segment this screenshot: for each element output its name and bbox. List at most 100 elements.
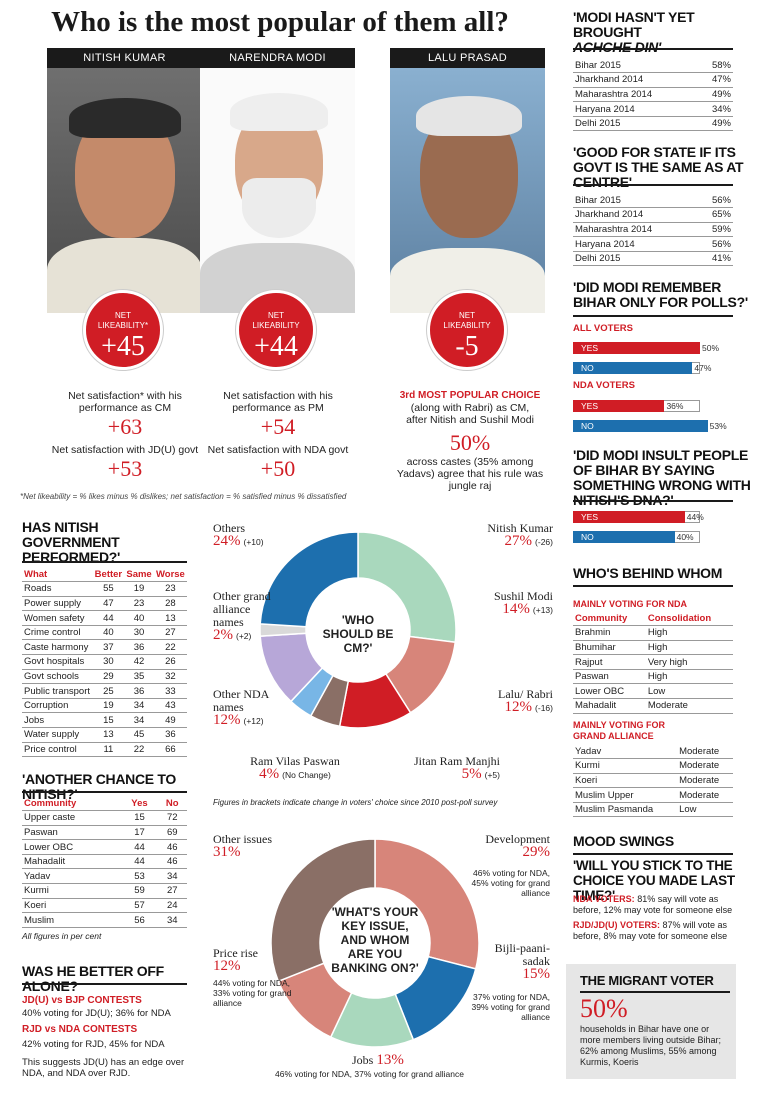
bar-fill: NO	[573, 420, 708, 432]
bar-value: 50%	[702, 343, 720, 353]
table-row: Jobs 15 34 49	[22, 712, 187, 729]
table-cell: 34	[157, 912, 187, 928]
table-row: Maharashtra 2014 59%	[573, 222, 733, 238]
slice-development	[374, 838, 480, 970]
table-header: Community	[22, 796, 122, 812]
issue-label-bijli: Bijli-paani-sadak 15%	[494, 941, 550, 982]
table-cell: 65%	[697, 207, 733, 223]
table-row: Delhi 2015 49%	[573, 116, 733, 132]
table-row: Muslim 56 34	[22, 912, 187, 928]
cm-note: Figures in brackets indicate change in v…	[213, 798, 498, 807]
table-cell: Water supply	[22, 727, 93, 743]
leader-card-lalu: LALU PRASAD	[390, 48, 545, 420]
table-cell: 57	[121, 898, 158, 914]
table-header: Same	[124, 567, 154, 583]
table-cell: Jharkhand 2014	[573, 207, 698, 223]
table-cell: 49%	[697, 116, 733, 132]
mood-title: MOOD SWINGS	[573, 833, 674, 849]
nda-voters-bar-no: NO 53%	[573, 420, 733, 432]
table-cell: 44	[92, 610, 125, 626]
table-cell: High	[645, 625, 733, 641]
table-cell: 25	[92, 683, 125, 699]
issue-donut-title: 'WHAT'S YOUR KEY ISSUE, AND WHOM ARE YOU…	[331, 905, 419, 975]
cm-donut-chart	[259, 531, 457, 729]
bar-value: 40%	[676, 532, 694, 542]
cm-label-others: Others 24% (+10)	[213, 521, 264, 549]
achche-title: 'MODI HASN'T YET BROUGHT ACHCHE DIN'	[573, 9, 695, 55]
all-voters-label: ALL VOTERS	[573, 323, 633, 334]
jdu-vs-bjp-label: JD(U) vs BJP CONTESTS	[22, 995, 142, 1006]
table-row: Brahmin High	[573, 625, 733, 641]
bar-value: 47%	[694, 363, 712, 373]
leader-card-modi: NARENDRA MODI	[200, 48, 355, 420]
table-cell: 30	[92, 654, 125, 670]
migrant-title: THE MIGRANT VOTER	[580, 973, 714, 988]
mood-rjd: RJD/JD(U) VOTERS: 87% will vote as befor…	[573, 920, 728, 941]
table-cell: 56	[121, 912, 158, 928]
table-header: No	[157, 796, 187, 812]
leader-name: NITISH KUMAR	[47, 48, 202, 68]
table-cell: 34%	[697, 101, 733, 117]
table-cell: 15	[92, 712, 125, 729]
table-row: Yadav Moderate	[573, 744, 733, 760]
table-row: Caste harmony 37 36 22	[22, 639, 187, 656]
table-cell: 46	[157, 854, 187, 870]
table-cell: 42	[124, 654, 154, 670]
table-cell: Kurmi	[573, 758, 678, 774]
table-cell: Jobs	[22, 712, 93, 729]
table-cell: Delhi 2015	[573, 116, 698, 132]
issue-label-jobs: Jobs 13%	[352, 1052, 404, 1068]
table-cell: High	[645, 669, 733, 685]
table-row: Paswan 17 69	[22, 825, 187, 841]
likeability-badge-nitish: NET LIKEABILITY* +45	[83, 290, 163, 370]
table-cell: 46	[157, 839, 187, 855]
table-cell: 22	[124, 742, 154, 758]
table-cell: Low	[677, 802, 733, 818]
table-cell: 37	[92, 639, 125, 656]
cm-label-other-ga: Other grand alliance names 2% (+2)	[213, 589, 271, 643]
table-cell: 40	[92, 625, 125, 641]
nda-voters-label: NDA VOTERS	[573, 380, 635, 391]
issue-label-other: Other issues 31%	[213, 832, 272, 860]
polls-title: 'DID MODI REMEMBER BIHAR ONLY FOR POLLS?…	[573, 279, 748, 310]
table-row: Yadav 53 34	[22, 868, 187, 885]
slice-nitish-kumar	[357, 531, 457, 644]
another-chance-table: Community Yes No Upper caste 15 72 Paswan 17 69 L…	[22, 796, 187, 928]
table-row: Crime control 40 30 27	[22, 625, 187, 641]
table-row: Water supply 13 45 36	[22, 727, 187, 743]
table-row: Maharashtra 2014 49%	[573, 87, 733, 103]
table-cell: 19	[124, 581, 154, 597]
table-cell: Paswan	[22, 825, 122, 841]
table-cell: 49%	[697, 87, 733, 103]
figures-note: All figures in per cent	[22, 931, 102, 941]
table-header: Worse	[153, 567, 187, 583]
table-cell: 47	[92, 596, 125, 612]
table-row: Koeri Moderate	[573, 773, 733, 789]
table-cell: 41%	[697, 251, 733, 267]
nda-behind-label: MAINLY VOTING FOR NDA	[573, 599, 688, 609]
better-alone-title: WAS HE BETTER OFF ALONE?	[22, 963, 164, 994]
table-cell: 40	[124, 610, 154, 626]
leader-name: NARENDRA MODI	[200, 48, 355, 68]
table-row: Lower OBC 44 46	[22, 839, 187, 855]
table-row: Kurmi Moderate	[573, 758, 733, 774]
issue-note-dev: 46% voting for NDA, 45% voting for grand…	[471, 868, 550, 898]
table-row: Muslim Pasmanda Low	[573, 802, 733, 818]
table-cell: 35	[124, 669, 154, 685]
table-row: Haryana 2014 34%	[573, 101, 733, 117]
modi-photo	[200, 68, 355, 313]
table-cell: 15	[121, 810, 158, 826]
slice-others	[259, 531, 359, 628]
issue-note-price: 44% voting for NDA, 33% voting for grand…	[213, 978, 292, 1008]
table-row: Delhi 2015 41%	[573, 251, 733, 267]
table-cell: 44	[121, 854, 158, 870]
table-cell: Koeri	[22, 898, 122, 914]
issue-donut-chart	[270, 838, 480, 1048]
table-cell: Mahadalit	[22, 854, 122, 870]
table-row: Corruption 19 34 43	[22, 698, 187, 714]
table-cell: 66	[153, 742, 187, 758]
behind-title: WHO'S BEHIND WHOM	[573, 565, 723, 581]
table-cell: Govt hospitals	[22, 654, 93, 670]
table-row: Lower OBC Low	[573, 683, 733, 700]
rjd-vs-nda-text: 42% voting for RJD, 45% for NDA	[22, 1039, 165, 1050]
